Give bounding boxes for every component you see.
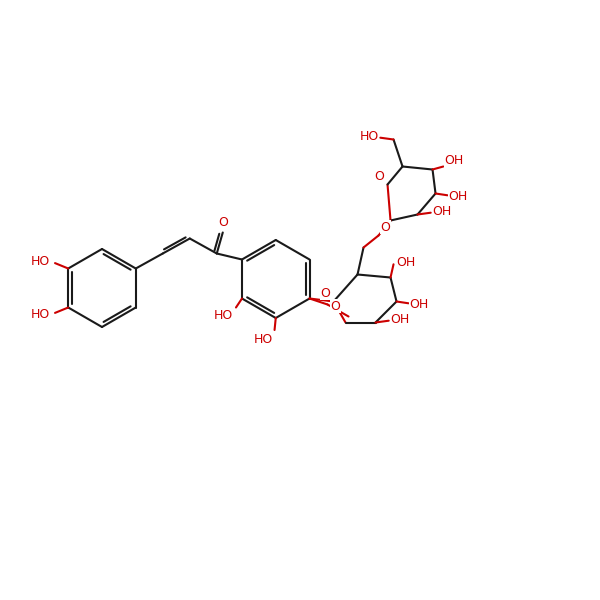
Text: O: O [380,221,390,234]
Text: HO: HO [253,333,273,346]
Text: OH: OH [397,256,416,269]
Text: O: O [320,287,331,300]
Text: HO: HO [31,255,50,268]
Text: OH: OH [445,154,464,167]
Text: O: O [218,217,228,229]
Text: O: O [374,170,385,182]
Text: OH: OH [391,313,410,326]
Text: O: O [331,300,340,313]
Text: OH: OH [433,205,452,218]
Text: OH: OH [410,298,429,311]
Text: OH: OH [449,190,468,203]
Text: HO: HO [359,130,379,143]
Text: HO: HO [31,308,50,321]
Text: HO: HO [214,309,233,322]
